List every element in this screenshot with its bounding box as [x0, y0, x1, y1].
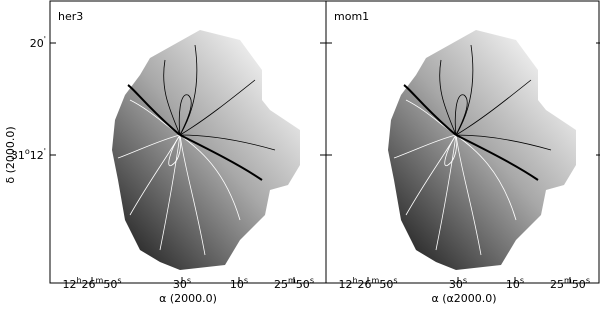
panel-left: [49, 0, 327, 284]
label-part: s: [586, 276, 590, 285]
label-part: s: [310, 276, 314, 285]
x-tick-label: 12h26m50s: [338, 276, 397, 291]
label-part: m: [372, 276, 380, 285]
label-part: s: [244, 276, 248, 285]
x-tick-label: 30s: [173, 276, 191, 291]
label-part: 12: [30, 149, 44, 162]
label-part: s: [187, 276, 191, 285]
x-tick-label: 30s: [449, 276, 467, 291]
label-part: 50: [379, 278, 393, 291]
label-part: ': [44, 147, 46, 156]
x-tick-label: 12h26m50s: [62, 276, 121, 291]
label-part: m: [288, 276, 296, 285]
y-tick-label: 20': [30, 35, 46, 50]
label-part: s: [117, 276, 121, 285]
label-part: 50: [103, 278, 117, 291]
panel-right: [325, 0, 600, 284]
velocity-map: [387, 29, 577, 271]
label-part: 50: [572, 278, 586, 291]
label-part: 12: [62, 278, 76, 291]
label-part: 26: [82, 278, 96, 291]
label-part: h: [352, 276, 357, 285]
x-axis-label: α (2000.0): [159, 292, 217, 305]
label-part: 20: [30, 37, 44, 50]
x-tick-label: 25m50s: [550, 276, 590, 291]
label-part: m: [96, 276, 104, 285]
label-part: 30: [173, 278, 187, 291]
x-tick-label: 25m50s: [274, 276, 314, 291]
x-axis-label: α (α2000.0): [431, 292, 496, 305]
label-part: s: [393, 276, 397, 285]
label-part: 26: [358, 278, 372, 291]
label-part: 25: [550, 278, 564, 291]
label-part: 30: [449, 278, 463, 291]
label-part: h: [76, 276, 81, 285]
y-tick-label: 31o12': [11, 147, 46, 162]
y-axis-label: δ (2000.0): [4, 126, 17, 183]
panel-frame: [325, 0, 600, 284]
label-part: 10: [230, 278, 244, 291]
label-part: 25: [274, 278, 288, 291]
label-part: 50: [296, 278, 310, 291]
label-part: s: [520, 276, 524, 285]
x-tick-label: 10s: [230, 276, 248, 291]
x-tick-label: 10s: [506, 276, 524, 291]
label-part: 10: [506, 278, 520, 291]
panel-label: mom1: [334, 10, 369, 23]
label-part: o: [25, 147, 30, 156]
label-part: 31: [11, 149, 25, 162]
label-part: s: [463, 276, 467, 285]
velocity-map: [111, 29, 301, 271]
label-part: ': [44, 35, 46, 44]
label-part: 12: [338, 278, 352, 291]
label-part: m: [564, 276, 572, 285]
panel-label: her3: [58, 10, 83, 23]
